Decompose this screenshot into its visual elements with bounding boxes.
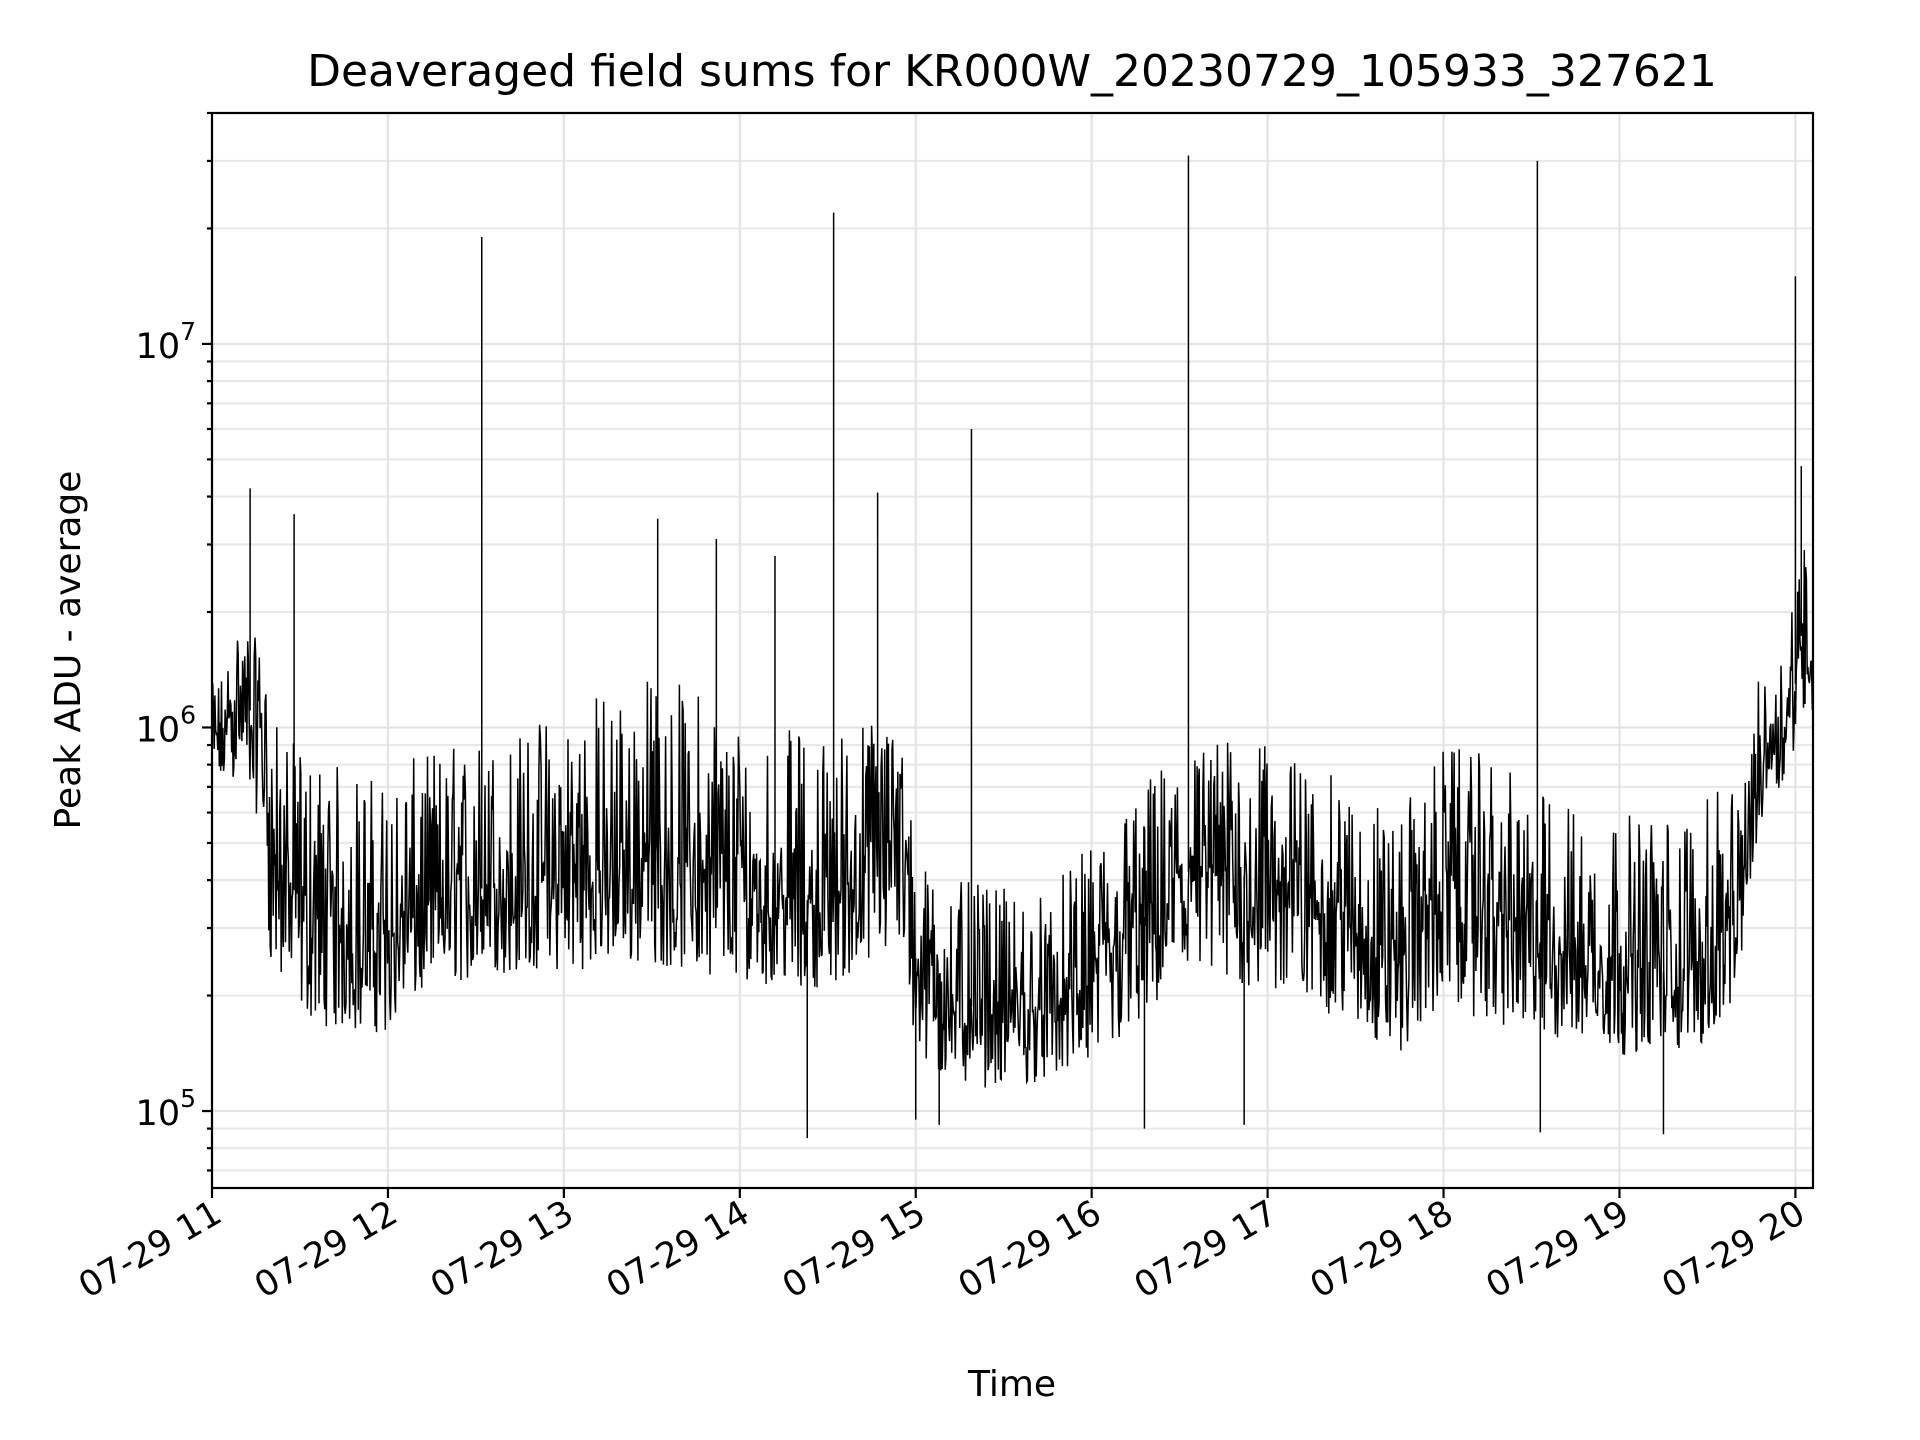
x-tick-label: 07-29 18 xyxy=(1304,1193,1460,1306)
chart-title: Deaveraged field sums for KR000W_2023072… xyxy=(307,46,1717,97)
x-tick-label: 07-29 16 xyxy=(952,1193,1108,1306)
x-axis-label: Time xyxy=(967,1364,1056,1405)
x-tick-label: 07-29 12 xyxy=(248,1193,404,1306)
y-tick-label: 107 xyxy=(136,317,196,367)
y-tick-label: 106 xyxy=(136,700,196,750)
plot-frame xyxy=(210,111,1815,1190)
grid-layer xyxy=(210,111,1813,1188)
series-layer xyxy=(211,155,1814,1139)
x-tick-label: 07-29 20 xyxy=(1656,1193,1812,1306)
x-tick-label: 07-29 19 xyxy=(1480,1193,1636,1306)
series-line xyxy=(211,550,1814,1088)
x-tick-label: 07-29 17 xyxy=(1128,1193,1284,1306)
y-tick-label: 105 xyxy=(136,1084,196,1134)
y-axis-label: Peak ADU - average xyxy=(48,471,89,830)
x-tick-label: 07-29 15 xyxy=(776,1193,932,1306)
x-tick-label: 07-29 11 xyxy=(72,1193,228,1306)
x-tick-label: 07-29 14 xyxy=(600,1193,756,1306)
x-tick-label: 07-29 13 xyxy=(424,1193,580,1306)
